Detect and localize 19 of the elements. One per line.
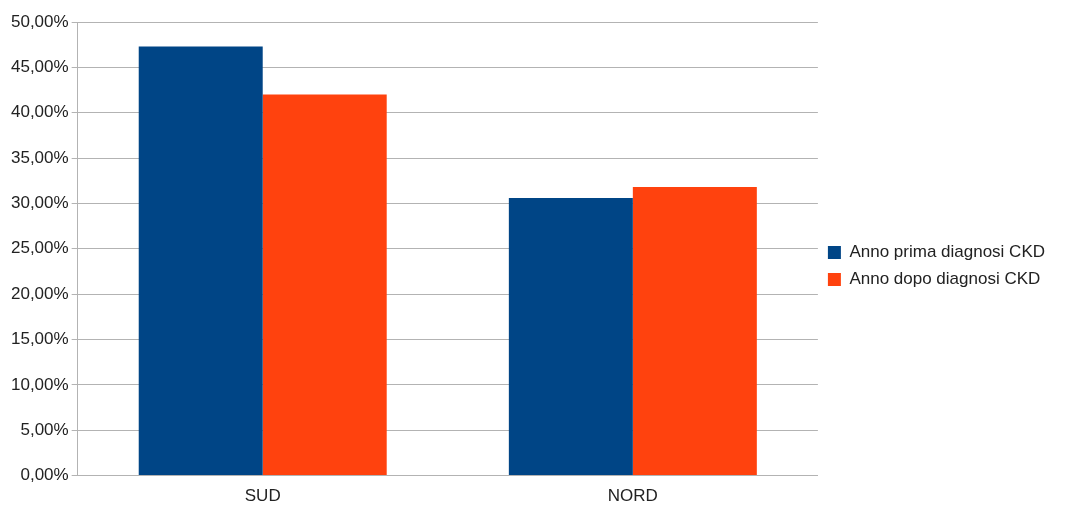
bar	[508, 198, 633, 476]
y-tick-label: 15,00%	[10, 329, 69, 349]
y-tick-label: 20,00%	[10, 283, 69, 303]
legend-label: Anno prima diagnosi CKD	[849, 242, 1046, 262]
legend-label: Anno dopo diagnosi CKD	[849, 269, 1041, 289]
y-tick-label: 5,00%	[20, 419, 69, 439]
y-tick-label: 30,00%	[10, 193, 69, 213]
x-tick-label: NORD	[607, 486, 658, 506]
y-tick-label: 25,00%	[10, 238, 69, 258]
bar	[632, 187, 757, 476]
y-tick-label: 35,00%	[10, 147, 69, 167]
bar	[262, 94, 387, 476]
y-tick-label: 0,00%	[20, 465, 69, 485]
y-tick-label: 45,00%	[10, 57, 69, 77]
bar	[138, 46, 263, 476]
x-tick-label: SUD	[244, 486, 281, 506]
y-tick-label: 40,00%	[10, 102, 69, 122]
y-tick-label: 10,00%	[10, 374, 69, 394]
y-tick-label: 50,00%	[10, 11, 69, 31]
